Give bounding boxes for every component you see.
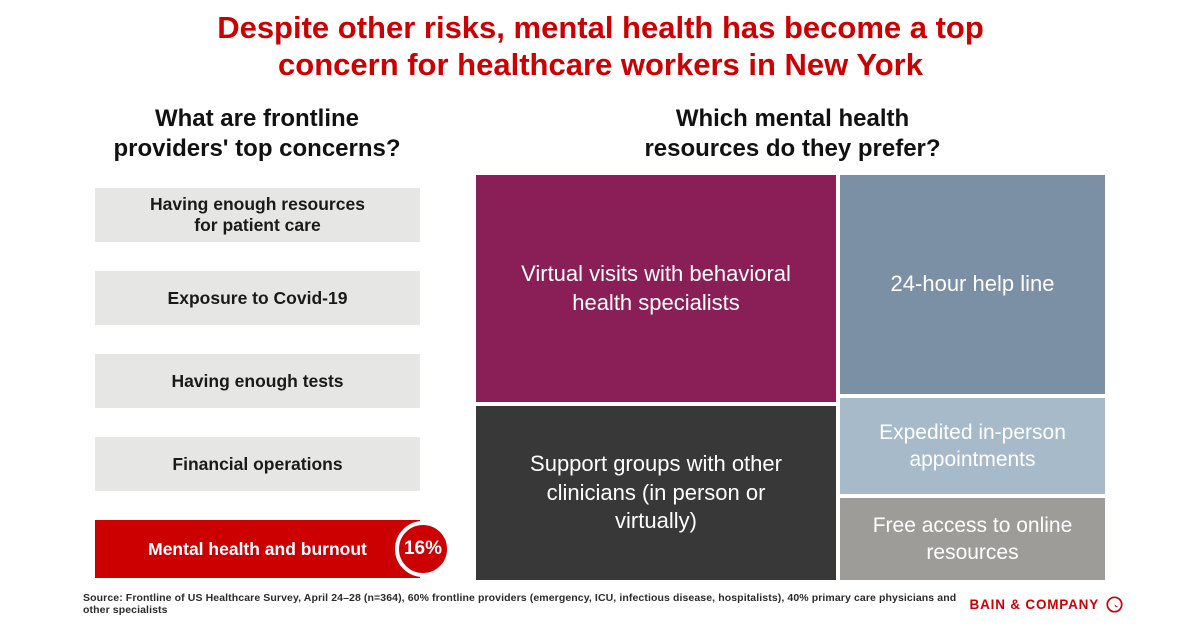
right-panel-heading: Which mental health resources do they pr… [644, 105, 941, 162]
bain-wordmark: BAIN & COMPANY [969, 596, 1099, 612]
treemap-cell-virtual-visits: Virtual visits with behavioral health sp… [476, 175, 836, 402]
treemap-cell-help-line: 24-hour help line [840, 175, 1105, 394]
bar-mental-health-burnout: Mental health and burnout 16% [95, 520, 451, 578]
bar-enough-tests: Having enough tests [95, 354, 420, 408]
source-note: Source: Frontline of US Healthcare Surve… [83, 592, 957, 616]
treemap-right-column: 24-hour help line Expedited in-person ap… [840, 175, 1105, 580]
bain-logo: BAIN & COMPANY [969, 595, 1123, 613]
bar-mental-health-label: Mental health and burnout [148, 538, 367, 559]
treemap-cell-support-groups: Support groups with other clinicians (in… [476, 406, 836, 580]
treemap-cell-expedited-appointments: Expedited in-person appointments [840, 398, 1105, 494]
footer: Source: Frontline of US Healthcare Surve… [83, 592, 1123, 616]
bar-financial-operations: Financial operations [95, 437, 420, 491]
treemap-left-column: Virtual visits with behavioral health sp… [476, 175, 836, 580]
bar-resources-for-patient-care: Having enough resources for patient care [95, 188, 420, 242]
value-badge-16pct: 16% [395, 521, 451, 577]
slide-title: Despite other risks, mental health has b… [217, 10, 984, 82]
left-panel-heading: What are frontline providers' top concer… [113, 105, 401, 162]
concerns-bar-list: Having enough resources for patient care… [95, 188, 451, 578]
bain-compass-icon [1106, 595, 1123, 613]
bar-exposure-covid: Exposure to Covid-19 [95, 271, 420, 325]
treemap-cell-free-online-resources: Free access to online resources [840, 498, 1105, 580]
